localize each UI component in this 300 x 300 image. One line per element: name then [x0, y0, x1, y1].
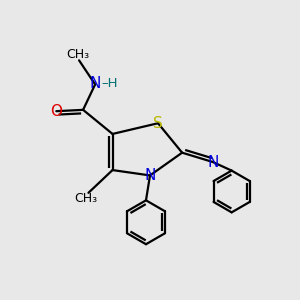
Text: N: N	[207, 154, 219, 169]
Text: N: N	[89, 76, 101, 91]
Text: S: S	[153, 116, 163, 131]
Text: O: O	[50, 104, 62, 119]
Text: CH₃: CH₃	[66, 49, 89, 62]
Text: –H: –H	[102, 76, 118, 90]
Text: N: N	[144, 168, 156, 183]
Text: CH₃: CH₃	[74, 192, 97, 205]
